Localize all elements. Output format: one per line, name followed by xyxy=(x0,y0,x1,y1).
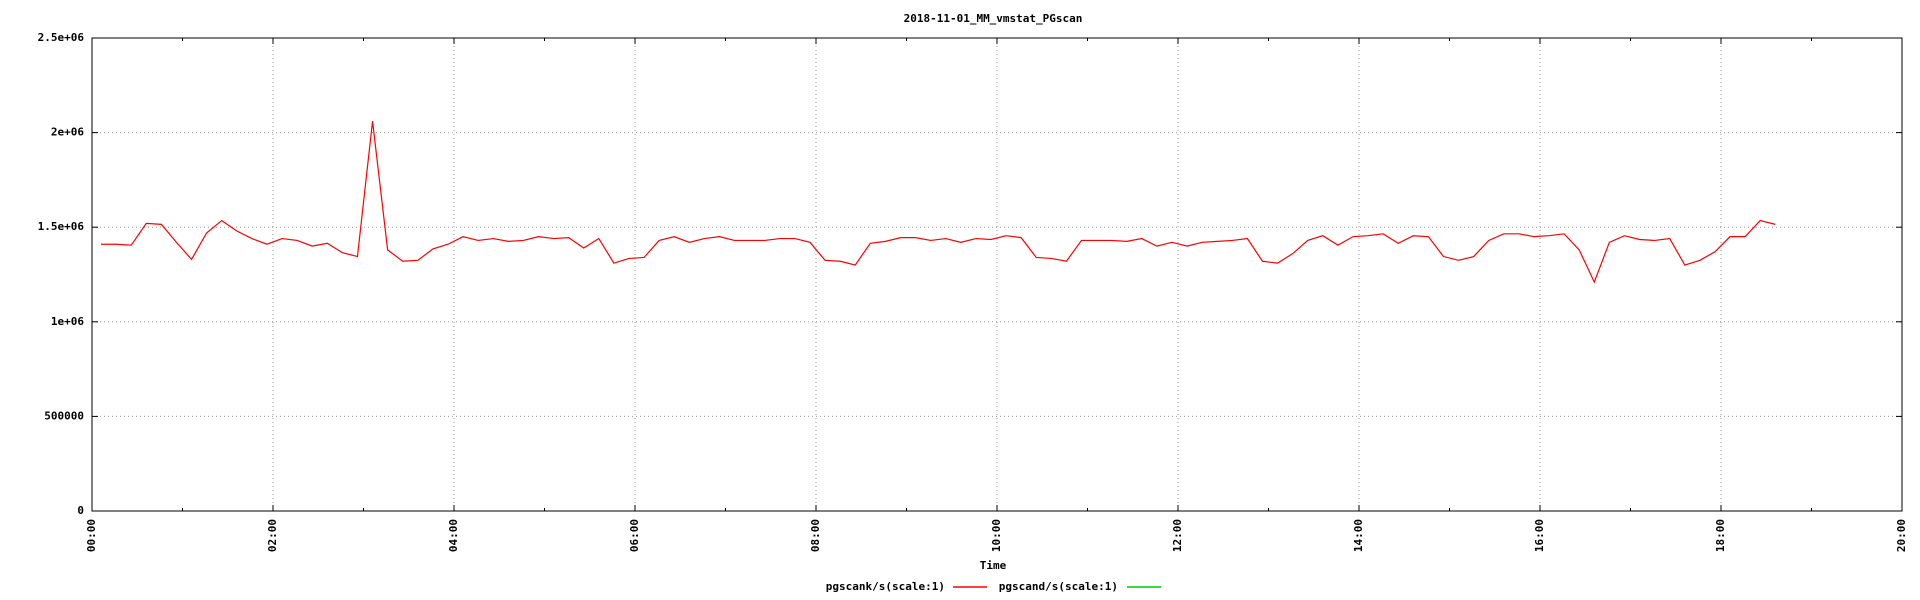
legend-label: pgscand/s(scale:1) xyxy=(999,580,1118,593)
x-tick-label: 02:00 xyxy=(266,519,279,552)
x-tick-label: 20:00 xyxy=(1895,519,1908,552)
x-tick-label: 10:00 xyxy=(990,519,1003,552)
y-tick-label: 1.5e+06 xyxy=(38,220,85,233)
y-tick-label: 2e+06 xyxy=(51,126,84,139)
legend-label: pgscank/s(scale:1) xyxy=(826,580,945,593)
y-tick-label: 0 xyxy=(77,504,84,517)
x-tick-label: 08:00 xyxy=(809,519,822,552)
plot-frame xyxy=(91,37,1903,512)
x-tick-label: 00:00 xyxy=(85,519,98,552)
x-tick-label: 14:00 xyxy=(1352,519,1365,552)
y-tick-label: 500000 xyxy=(44,409,84,422)
x-tick-label: 04:00 xyxy=(447,519,460,552)
data-line xyxy=(101,121,1776,284)
chart-title: 2018-11-01_MM_vmstat_PGscan xyxy=(904,12,1083,25)
y-tick-label: 2.5e+06 xyxy=(38,31,85,44)
x-tick-label: 16:00 xyxy=(1533,519,1546,552)
x-tick-label: 12:00 xyxy=(1171,519,1184,552)
x-tick-label: 06:00 xyxy=(628,519,641,552)
y-tick-label: 1e+06 xyxy=(51,315,84,328)
x-axis-label: Time xyxy=(980,559,1007,572)
x-tick-label: 18:00 xyxy=(1714,519,1727,552)
